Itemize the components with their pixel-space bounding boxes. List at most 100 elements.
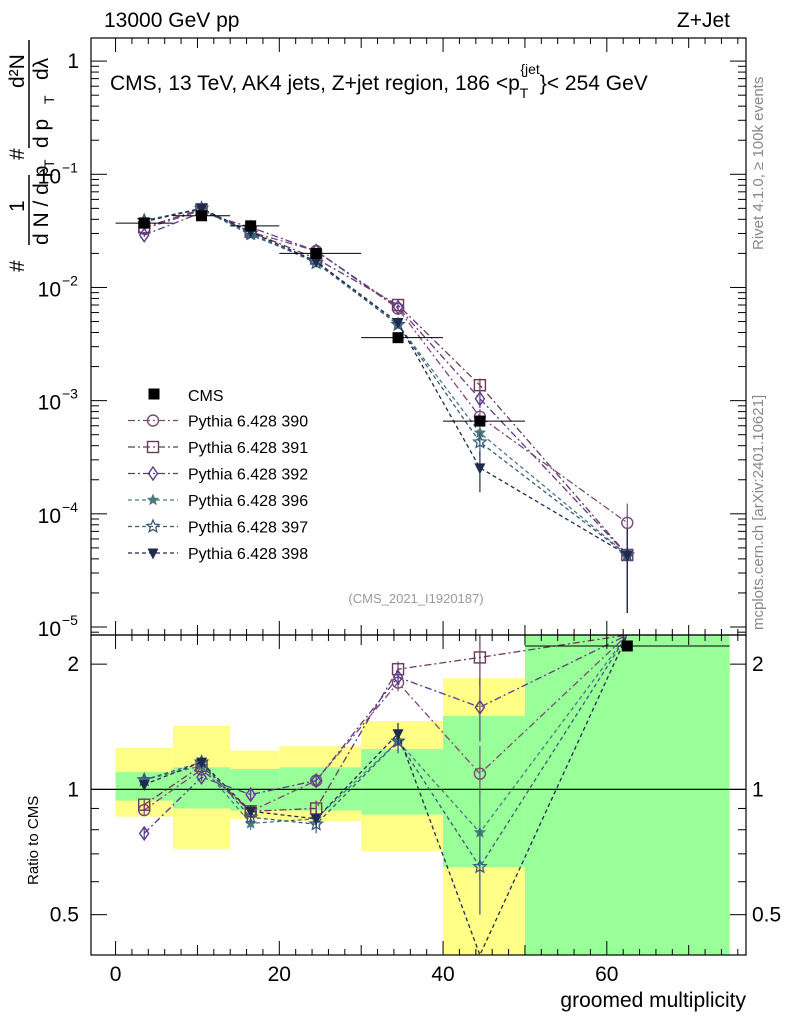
ratio-y-tick-label-right: 1 [752, 778, 764, 801]
ylabel-dpT: d p [30, 119, 53, 148]
legend-marker [146, 440, 160, 454]
legend-marker [147, 465, 159, 482]
ylabel-T-1: T [41, 159, 57, 168]
y-tick-label: 10 [38, 505, 61, 528]
legend-marker [146, 414, 160, 427]
y-tick-label: 1 [67, 50, 79, 73]
y-axis-label: # 1 d N / d p T # d²N d p T dλ [6, 40, 57, 272]
legend-label: Pythia 6.428 392 [188, 467, 308, 484]
ratio-marker [138, 825, 150, 842]
y-tick-exponent: −2 [62, 272, 78, 288]
ratio-marker [310, 814, 322, 826]
ratio-marker [196, 769, 207, 785]
legend-marker [146, 493, 160, 506]
analysis-id: (CMS_2021_I1920187) [348, 591, 483, 606]
x-tick-label: 0 [110, 963, 122, 986]
ylabel-dlambda: dλ [30, 57, 53, 80]
ylabel-one: 1 [6, 200, 29, 212]
y-tick-label: 10 [38, 278, 61, 301]
legend-label: Pythia 6.428 398 [188, 546, 308, 563]
y-tick-exponent: −4 [62, 499, 78, 515]
ratio-y-label: Ratio to CMS [25, 796, 42, 885]
x-tick-label: 60 [595, 963, 618, 986]
ratio-y-tick-label-right: 2 [752, 653, 764, 676]
title-sub: T [520, 85, 529, 101]
legend-label-data: CMS [188, 388, 224, 405]
ylabel-T-2: T [41, 95, 57, 104]
ratio-y-tick-label-right: 0.5 [752, 904, 781, 927]
x-axis-label: groomed multiplicity [560, 989, 746, 1012]
title-end: }< 254 GeV [540, 72, 648, 95]
legend-marker [147, 548, 159, 560]
series-marker [472, 433, 488, 449]
data-point [621, 640, 633, 652]
y-tick-exponent: −5 [62, 612, 78, 628]
data-point [474, 415, 486, 427]
header-left: 13000 GeV pp [104, 9, 239, 32]
legend-label: Pythia 6.428 396 [188, 493, 308, 510]
x-tick-label: 40 [431, 963, 454, 986]
ratio-bands [91, 635, 746, 955]
series-marker [392, 318, 404, 330]
legend-label: Pythia 6.428 390 [188, 414, 308, 431]
ratio-marker [196, 757, 208, 769]
x-tick-label: 20 [268, 963, 291, 986]
series-marker [392, 299, 404, 315]
legend-label: Pythia 6.428 391 [188, 440, 308, 457]
ratio-marker [310, 772, 322, 789]
ratio-marker [392, 669, 404, 685]
ylabel-hash-1: # [6, 260, 29, 272]
series-marker [474, 463, 486, 475]
ratio-band-green [524, 635, 730, 955]
header-right: Z+Jet [677, 9, 730, 32]
ratio-y-tick-label: 0.5 [50, 904, 79, 927]
legend-label: Pythia 6.428 397 [188, 520, 308, 537]
data-point [138, 217, 150, 229]
legend: CMS Pythia 6.428 390 Pythia 6.428 391 Pythi… [128, 388, 308, 563]
ratio-marker [138, 780, 150, 792]
series-marker [473, 378, 487, 392]
data-point [245, 220, 257, 232]
y-tick-label: 10 [38, 392, 61, 415]
series-marker [138, 227, 150, 243]
legend-marker [145, 518, 161, 534]
y-tick-exponent: −1 [62, 159, 78, 175]
ratio-marker [245, 806, 257, 818]
ratio-marker [473, 651, 487, 664]
title-main: CMS, 13 TeV, AK4 jets, Z+jet region, 186… [110, 72, 520, 95]
series-marker [621, 516, 634, 530]
y-tick-label: 10 [38, 165, 61, 188]
ylabel-d2N: d²N [6, 54, 29, 88]
ratio-band-green [361, 749, 444, 815]
series-marker [196, 203, 208, 215]
y-tick-exponent: −3 [62, 386, 78, 402]
ratio-marker [242, 809, 259, 824]
ratio-frame [90, 634, 747, 956]
ratio-band-green [443, 716, 525, 868]
ylabel-hash-2: # [6, 148, 29, 160]
ratio-y-tick-label: 2 [67, 653, 79, 676]
ratio-marker [138, 798, 151, 811]
ratio-marker [472, 858, 488, 874]
ratio-series [136, 634, 628, 957]
legend-marker-data [148, 388, 160, 400]
title-sup: {jet [520, 61, 540, 77]
side-mcplots-label: mcplots.cern.ch [arXiv:2401.10621] [750, 395, 767, 630]
ratio-y-tick-label: 1 [67, 778, 79, 801]
ratio-marker [474, 699, 486, 715]
ratio-marker [392, 729, 404, 741]
main-series [115, 200, 730, 652]
data-point [196, 210, 208, 222]
data-point [310, 247, 322, 259]
series-marker [474, 390, 486, 407]
ylabel-dN: d N / d p [30, 166, 53, 245]
data-point [392, 332, 404, 344]
series-marker [310, 256, 322, 268]
side-rivet-label: Rivet 4.1.0, ≥ 100k events [750, 77, 767, 250]
ratio-marker [473, 767, 487, 780]
series-marker [621, 550, 633, 562]
y-tick-label: 10 [38, 618, 61, 641]
ratio-marker [245, 786, 257, 803]
